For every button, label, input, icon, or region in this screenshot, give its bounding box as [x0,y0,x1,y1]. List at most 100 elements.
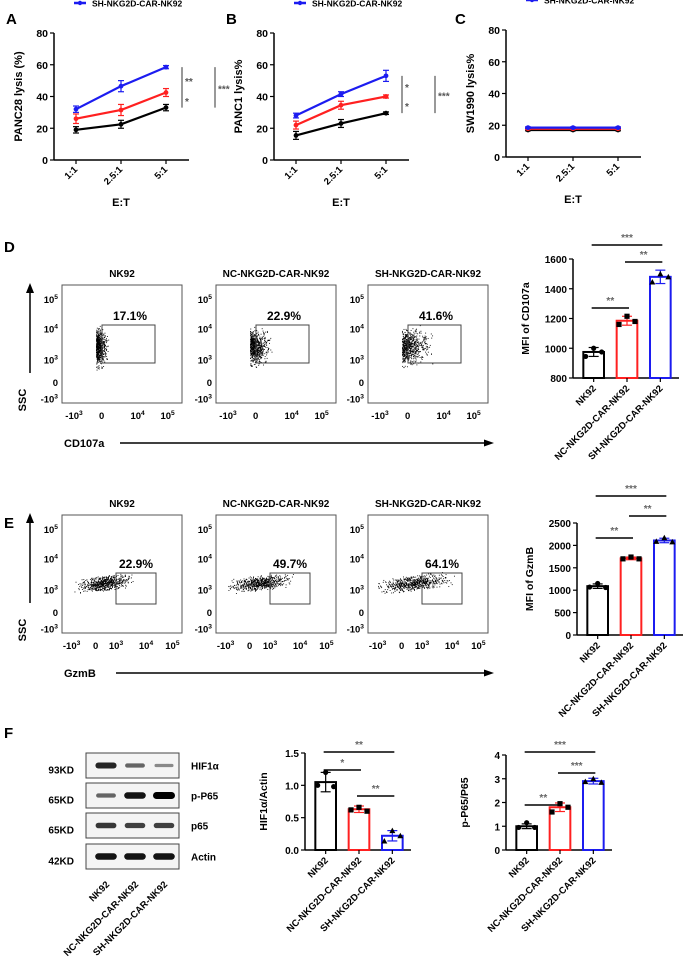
event-dot [80,592,81,593]
event-dot [263,342,265,344]
event-dot [417,353,419,355]
event-dot [264,581,266,583]
event-dot [268,342,270,344]
event-dot [427,588,429,590]
event-dot [98,368,100,370]
event-dot [404,348,405,350]
event-dot [419,580,421,582]
event-dot [252,334,254,336]
event-dot [93,585,94,587]
event-dot [117,583,119,585]
event-dot [403,337,404,339]
event-dot [413,354,414,356]
event-dot [229,587,231,589]
event-dot [413,349,415,351]
event-dot [261,581,263,583]
event-dot [419,587,421,589]
event-dot [413,337,415,339]
event-dot [264,353,266,355]
event-dot [273,577,275,579]
event-dot [251,349,253,351]
event-dot [398,580,400,582]
event-dot [252,357,254,359]
event-dot [253,358,255,359]
event-dot [106,584,108,586]
event-dot [402,586,404,588]
event-dot [96,343,98,345]
event-dot [254,584,256,586]
event-dot [251,345,252,347]
event-dot [243,582,245,584]
event-dot [245,578,247,580]
event-dot [254,590,256,591]
event-dot [254,363,256,365]
event-dot [405,345,406,347]
event-dot [413,335,415,337]
event-dot [403,344,404,346]
event-dot [393,587,395,589]
event-dot [258,579,260,581]
event-dot [410,339,412,341]
event-dot [82,585,84,586]
event-dot [404,587,406,589]
event-dot [111,585,113,587]
event-dot [407,584,409,586]
event-dot [423,348,425,350]
event-dot [251,346,253,348]
event-dot [98,585,100,587]
event-dot [262,338,263,340]
event-dot [391,588,393,590]
event-dot [265,587,267,589]
event-dot [253,359,255,361]
replicate-point [590,775,597,782]
significance-label: *** [571,761,583,772]
data-point [383,73,389,79]
event-dot [265,346,266,348]
event-dot [96,342,98,344]
event-dot [381,591,383,593]
event-dot [432,584,434,586]
event-dot [406,344,408,346]
event-dot [263,345,265,347]
event-dot [414,345,416,347]
event-dot [416,328,417,330]
event-dot [106,346,108,348]
event-dot [407,585,409,586]
event-dot [254,578,256,580]
event-dot [409,355,411,357]
event-dot [256,350,258,352]
event-dot [393,592,395,594]
event-dot [103,337,105,339]
event-dot [392,578,394,580]
event-dot [251,346,252,348]
event-dot [252,346,254,347]
event-dot [251,583,253,585]
event-dot [273,584,275,586]
event-dot [94,583,96,585]
event-dot [415,586,417,588]
event-dot [109,589,110,591]
event-dot [413,583,415,585]
significance-label: *** [554,740,566,751]
x-tick-label: 0 [253,411,258,422]
event-dot [398,583,400,585]
event-dot [409,342,411,344]
y-tick-label: 104 [350,554,365,566]
event-dot [415,355,417,357]
event-dot [256,341,258,342]
event-dot [98,334,100,336]
event-dot [386,592,388,593]
y-tick-label: 1500 [549,564,572,575]
event-dot [74,591,76,593]
event-dot [99,349,101,351]
event-dot [270,583,272,585]
event-dot [423,348,425,350]
event-dot [272,581,274,583]
event-dot [400,587,402,589]
event-dot [100,585,102,587]
event-dot [410,586,411,588]
gate-percent: 22.9% [267,309,301,323]
y-tick-label: 2000 [549,541,572,552]
event-dot [409,356,411,358]
event-dot [407,587,408,589]
